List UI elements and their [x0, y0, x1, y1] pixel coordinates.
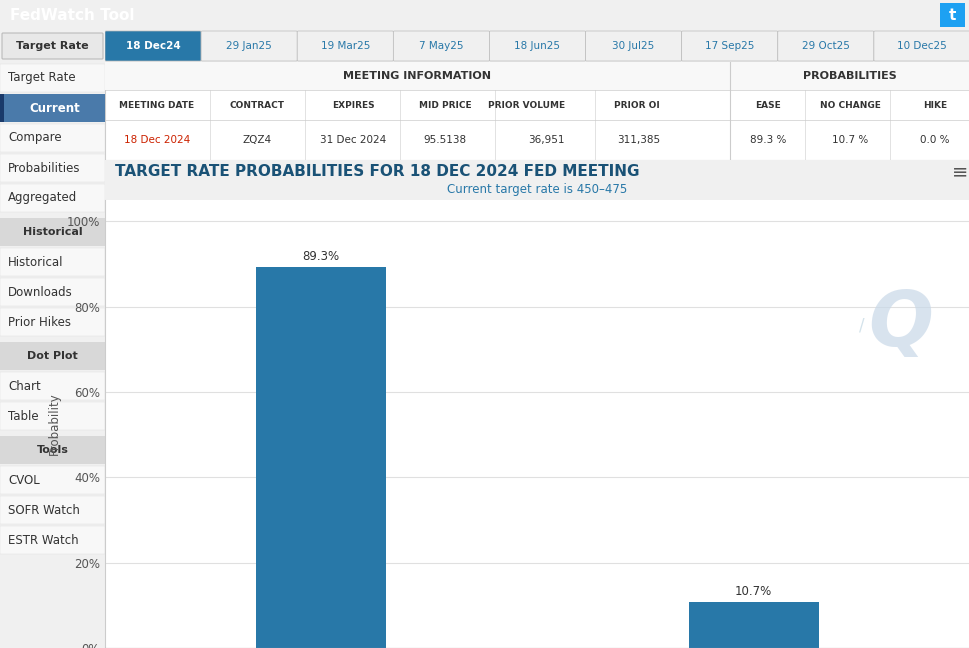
FancyBboxPatch shape: [585, 31, 681, 61]
Text: HIKE: HIKE: [922, 100, 946, 110]
Text: 7 May25: 7 May25: [419, 41, 463, 51]
Bar: [0, 466, 105, 494]
Text: MID PRICE: MID PRICE: [419, 100, 471, 110]
Text: 95.5138: 95.5138: [423, 135, 466, 145]
Text: Current target rate is 450–475: Current target rate is 450–475: [447, 183, 627, 196]
Text: Downloads: Downloads: [8, 286, 73, 299]
Text: Dot Plot: Dot Plot: [27, 351, 78, 361]
Bar: [0, 278, 105, 306]
Text: Current: Current: [29, 102, 79, 115]
Bar: [0, 496, 105, 524]
Text: FedWatch Tool: FedWatch Tool: [10, 8, 135, 23]
Text: t: t: [948, 8, 954, 23]
Text: PROBABILITIES: PROBABILITIES: [802, 71, 896, 81]
Text: TARGET RATE PROBABILITIES FOR 18 DEC 2024 FED MEETING: TARGET RATE PROBABILITIES FOR 18 DEC 202…: [115, 165, 639, 179]
Text: Table: Table: [8, 410, 39, 422]
Bar: [0, 248, 105, 276]
Text: 89.3 %: 89.3 %: [749, 135, 786, 145]
Text: ≡: ≡: [951, 163, 967, 181]
Text: 10.7 %: 10.7 %: [831, 135, 867, 145]
Text: ZQZ4: ZQZ4: [242, 135, 271, 145]
Text: 36,951: 36,951: [528, 135, 564, 145]
Text: Tools: Tools: [37, 445, 69, 455]
Bar: [0, 402, 105, 430]
Text: 10 Dec25: 10 Dec25: [896, 41, 946, 51]
Bar: [0, 154, 105, 182]
Text: /: /: [859, 316, 863, 334]
Bar: [0, 64, 105, 92]
Text: 10.7%: 10.7%: [735, 585, 771, 598]
Text: Compare: Compare: [8, 132, 62, 145]
Text: 30 Jul25: 30 Jul25: [611, 41, 654, 51]
Bar: [0, 248, 105, 276]
Text: Prior Hikes: Prior Hikes: [8, 316, 71, 329]
Bar: [0, 308, 105, 336]
Text: 29 Jan25: 29 Jan25: [226, 41, 271, 51]
FancyBboxPatch shape: [489, 31, 585, 61]
Text: Target Rate: Target Rate: [8, 71, 76, 84]
Text: MEETING DATE: MEETING DATE: [119, 100, 195, 110]
Text: 31 Dec 2024: 31 Dec 2024: [320, 135, 386, 145]
Bar: [0, 94, 4, 122]
Text: PRIOR VOLUME: PRIOR VOLUME: [487, 100, 564, 110]
Bar: [0, 184, 105, 212]
FancyBboxPatch shape: [297, 31, 392, 61]
Bar: [939, 3, 964, 27]
Bar: [688, 603, 818, 648]
Text: MEETING INFORMATION: MEETING INFORMATION: [343, 71, 490, 81]
Bar: [0, 64, 105, 92]
Bar: [0, 526, 105, 554]
Y-axis label: Probability: Probability: [48, 393, 61, 456]
Bar: [0, 94, 105, 122]
Bar: [0, 372, 105, 400]
Bar: [0, 308, 105, 336]
FancyBboxPatch shape: [2, 33, 103, 59]
Text: ESTR Watch: ESTR Watch: [8, 533, 78, 546]
Bar: [0, 154, 105, 182]
Text: 0.0 %: 0.0 %: [920, 135, 949, 145]
Text: 18 Dec 2024: 18 Dec 2024: [124, 135, 190, 145]
Text: PRIOR OI: PRIOR OI: [613, 100, 659, 110]
Bar: [0, 342, 105, 370]
Bar: [0, 496, 105, 524]
Text: EXPIRES: EXPIRES: [331, 100, 374, 110]
Text: EASE: EASE: [754, 100, 780, 110]
Text: Chart: Chart: [8, 380, 41, 393]
Text: Q: Q: [867, 288, 932, 362]
Bar: [0, 218, 105, 246]
Text: 29 Oct25: 29 Oct25: [801, 41, 849, 51]
FancyBboxPatch shape: [873, 31, 969, 61]
Text: 19 Mar25: 19 Mar25: [321, 41, 369, 51]
Bar: [0, 124, 105, 152]
Bar: [0, 278, 105, 306]
Text: SOFR Watch: SOFR Watch: [8, 503, 79, 516]
Bar: [0, 436, 105, 464]
Text: 89.3%: 89.3%: [302, 249, 339, 262]
Text: CVOL: CVOL: [8, 474, 40, 487]
Bar: [0, 402, 105, 430]
Text: CONTRACT: CONTRACT: [230, 100, 284, 110]
Bar: [105, 62, 969, 90]
Text: 18 Dec24: 18 Dec24: [126, 41, 180, 51]
Bar: [0, 372, 105, 400]
Text: Historical: Historical: [8, 255, 63, 268]
FancyBboxPatch shape: [392, 31, 489, 61]
Text: Target Rate: Target Rate: [16, 41, 88, 51]
Text: Historical: Historical: [22, 227, 82, 237]
Bar: [0, 526, 105, 554]
Text: 18 Jun25: 18 Jun25: [514, 41, 560, 51]
Text: 311,385: 311,385: [616, 135, 659, 145]
Text: NO CHANGE: NO CHANGE: [819, 100, 880, 110]
Text: Aggregated: Aggregated: [8, 192, 78, 205]
FancyBboxPatch shape: [201, 31, 297, 61]
FancyBboxPatch shape: [681, 31, 777, 61]
Bar: [256, 267, 386, 648]
FancyBboxPatch shape: [777, 31, 873, 61]
FancyBboxPatch shape: [105, 31, 201, 61]
Text: Probabilities: Probabilities: [8, 161, 80, 174]
Bar: [0, 466, 105, 494]
Bar: [0, 124, 105, 152]
Text: 17 Sep25: 17 Sep25: [704, 41, 754, 51]
Bar: [0, 184, 105, 212]
